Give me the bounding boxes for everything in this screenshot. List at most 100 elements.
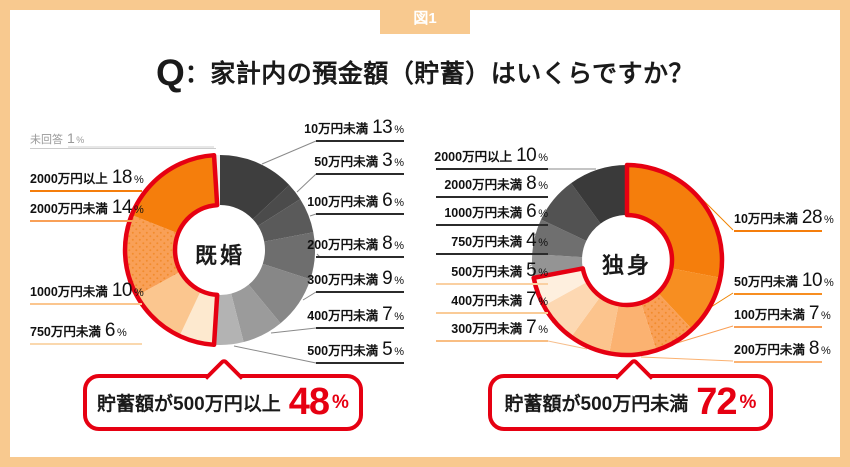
segment-label: 300万円未満	[451, 322, 523, 336]
segment-value: 18	[111, 167, 133, 188]
donut-segment	[257, 199, 314, 242]
segment-value: 4	[526, 230, 537, 251]
callout-label: 貯蓄額が500万円未満	[504, 394, 689, 415]
segment-label: 50万円未満	[314, 155, 379, 169]
percent-sign: %	[394, 197, 404, 209]
label-2m-under-married: 200万円未満 8%	[307, 233, 404, 258]
chart-center-label-single: 独身	[601, 253, 652, 278]
segment-value: 10	[516, 145, 537, 166]
donut-segment	[571, 296, 619, 354]
segment-value: 3	[382, 150, 393, 171]
label-10m-under-single: 1000万円未満 6%	[436, 202, 548, 226]
donut-segment	[609, 302, 657, 356]
label-3m-under-single: 300万円未満 7%	[436, 318, 548, 342]
segment-value: 7	[808, 303, 820, 324]
segment-value: 6	[382, 190, 393, 211]
segment-value: 10	[111, 280, 133, 301]
label-no-answer: 未回答 1%	[30, 131, 216, 149]
segment-label: 750万円未満	[451, 235, 523, 249]
donut-segment	[231, 284, 281, 343]
callout-value: 72	[696, 381, 737, 423]
percent-sign: %	[538, 208, 548, 220]
segment-value: 9	[382, 268, 393, 289]
label-20m-under-single: 2000万円未満 8%	[436, 174, 548, 198]
question-title: Q：家計内の預金額（貯蓄）はいくらですか？	[0, 52, 850, 94]
donut-segment	[214, 293, 244, 345]
percent-sign: %	[538, 296, 548, 308]
segment-label: 300万円未満	[307, 273, 379, 287]
percent-sign: %	[133, 204, 144, 216]
label-3m-under-married: 300万円未満 9%	[307, 268, 404, 293]
segment-label: 750万円未満	[30, 325, 101, 339]
segment-label: 50万円未満	[734, 275, 798, 289]
highlight-outline	[531, 162, 725, 358]
segment-label: 400万円未満	[451, 294, 523, 308]
donut-segment	[248, 263, 311, 324]
donut-chart-married	[122, 152, 316, 348]
segment-value: 6	[104, 320, 116, 341]
segment-value: 7	[382, 304, 393, 325]
label-7.5m-under-married: 750万円未満 6%	[30, 321, 142, 345]
percent-sign: %	[133, 287, 144, 299]
percent-sign: %	[824, 214, 834, 226]
donut-segment	[124, 215, 181, 296]
question-text: ：家計内の預金額（貯蓄）はいくらですか？	[184, 60, 695, 88]
segment-label: 1000万円未満	[444, 206, 523, 220]
segment-value: 8	[808, 338, 820, 359]
label-1m-under-married: 100万円未満 6%	[307, 190, 404, 215]
segment-value: 8	[382, 233, 393, 254]
percent-sign: %	[824, 277, 834, 289]
callout-married-over-5m: 貯蓄額が500万円以上 48%	[83, 357, 363, 431]
percent-sign: %	[394, 275, 404, 287]
percent-sign: %	[739, 391, 757, 413]
percent-sign: %	[76, 135, 85, 145]
segment-label: 2000万円未満	[30, 202, 108, 216]
segment-value: 1	[67, 130, 75, 146]
label-5m-under-single: 500万円未満 5%	[436, 261, 548, 285]
percent-sign: %	[538, 237, 548, 249]
percent-sign: %	[394, 124, 404, 136]
label-2m-under-single: 200万円未満 8%	[734, 338, 831, 363]
percent-sign: %	[538, 180, 548, 192]
question-q-mark: Q	[155, 52, 185, 93]
segment-label: 500万円未満	[451, 265, 523, 279]
segment-value: 7	[526, 317, 537, 338]
label-4m-under-married: 400万円未満 7%	[307, 304, 404, 329]
donut-segment	[252, 184, 301, 226]
segment-label: 2000万円以上	[30, 172, 108, 186]
segment-label: 400万円未満	[307, 309, 379, 323]
label-10m-under-married: 1000万円未満 10%	[30, 280, 144, 305]
donut-segment	[131, 155, 218, 234]
label-500k-under-married: 50万円未満 3%	[314, 150, 404, 175]
label-500k-under-single: 50万円未満 10%	[734, 271, 834, 295]
segment-label: 2000万円未満	[444, 178, 523, 192]
segment-label: 100万円未満	[307, 195, 379, 209]
percent-sign: %	[116, 327, 127, 339]
segment-label: 未回答	[30, 134, 63, 146]
label-20m-under-married: 2000万円未満 14%	[30, 198, 144, 222]
donut-segment	[262, 232, 316, 280]
chart-center-label-married: 既婚	[194, 243, 245, 268]
donut-segment	[136, 271, 201, 336]
donut-segment	[179, 290, 218, 345]
donut-chart-single	[531, 162, 725, 358]
callout-value: 48	[288, 381, 330, 423]
segment-label: 200万円未満	[734, 343, 805, 357]
segment-label: 1000万円未満	[30, 285, 108, 299]
percent-sign: %	[394, 311, 404, 323]
segment-value: 28	[801, 207, 823, 228]
percent-sign: %	[394, 346, 404, 358]
percent-sign: %	[394, 240, 404, 252]
donut-segment	[533, 268, 588, 306]
figure-tag: 図1	[380, 0, 470, 34]
callout-label: 貯蓄額が500万円以上	[97, 394, 281, 415]
segment-label: 2000万円以上	[434, 150, 513, 164]
segment-value: 8	[526, 173, 537, 194]
segment-label: 100万円未満	[734, 308, 805, 322]
label-100k-under-married: 10万円未満 13%	[304, 118, 404, 142]
segment-label: 200万円未満	[307, 238, 379, 252]
highlight-outline	[122, 152, 220, 348]
label-20m-over-single: 2000万円以上 10%	[434, 145, 548, 170]
percent-sign: %	[133, 174, 144, 186]
